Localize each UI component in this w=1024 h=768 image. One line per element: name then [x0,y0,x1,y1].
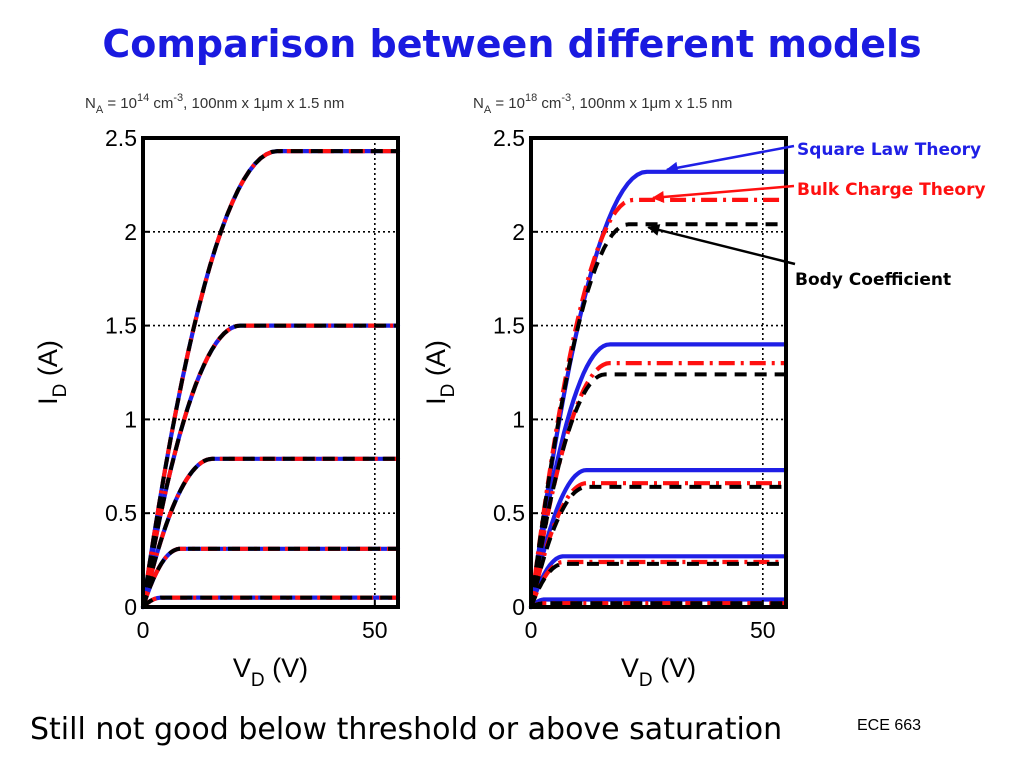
curve-body-coefficient-2 [141,546,398,608]
annotation-arrow [651,184,795,203]
course-code: ECE 663 [857,717,922,734]
annotation-bulk-charge: Bulk Charge Theory [651,180,986,203]
curve-bulk-charge-5 [528,197,786,608]
curve-bulk-charge-3 [140,456,398,608]
curve-body-coefficient-3 [141,456,398,608]
annotation-label: Square Law Theory [797,140,981,160]
curve-square-law-3 [140,456,401,610]
curve-square-law-4 [528,342,789,610]
annotation-label: Bulk Charge Theory [797,180,986,200]
y-tick-label: 2 [512,219,525,245]
curve-bulk-charge-4 [140,323,398,608]
chart-panel-2: NA = 1018 cm-3, 100nm x 1μm x 1.5 nm 0 0.5… [421,92,789,691]
y-tick-label: 2.5 [493,125,525,151]
y-tick-label: 2.5 [105,125,137,151]
x-tick-label: 0 [525,617,538,643]
y-tick-label: 0.5 [493,500,525,526]
chart-subtitle: NA = 1018 cm-3, 100nm x 1μm x 1.5 nm [473,92,732,116]
annotation-label: Body Coefficient [795,270,951,290]
curve-body-coefficient-5 [141,149,398,608]
slide-title: Comparison between different models [102,22,922,66]
y-tick-label: 0.5 [105,500,137,526]
chart-subtitle: NA = 1014 cm-3, 100nm x 1μm x 1.5 nm [85,92,344,116]
x-tick-label: 50 [362,617,388,643]
curve-body-coefficient-3 [529,484,786,608]
y-tick-label: 1.5 [493,313,525,339]
y-tick-label: 2 [124,219,137,245]
curve-square-law-5 [528,169,789,610]
plot-frame [529,136,788,609]
x-tick-label: 50 [750,617,776,643]
annotation-arrow [665,144,795,174]
y-tick-label: 1 [512,406,525,432]
curve-bulk-charge-3 [528,481,786,608]
slide-footer-note: Still not good below threshold or above … [30,712,783,747]
chart-panel-1: NA = 1014 cm-3, 100nm x 1μm x 1.5 nm 0 0.5… [33,92,401,691]
curve-square-law-4 [140,323,401,610]
annotation-arrow [647,224,796,266]
curve-square-law-3 [528,468,789,610]
curve-body-coefficient-5 [529,222,786,608]
x-axis-label: VD (V) [621,653,696,691]
y-tick-label: 0 [512,594,525,620]
annotation-square-law: Square Law Theory [665,140,981,174]
curve-bulk-charge-4 [528,361,786,608]
curve-body-coefficient-4 [141,323,398,608]
x-tick-label: 0 [137,617,150,643]
y-axis-label: ID (A) [33,340,71,405]
annotation-body-coefficient: Body Coefficient [647,224,951,290]
curve-bulk-charge-2 [529,559,786,608]
curve-body-coefficient-1 [141,595,398,609]
y-tick-label: 1.5 [105,313,137,339]
curve-body-coefficient-4 [529,372,786,608]
y-tick-label: 0 [124,594,137,620]
plot-frame [141,136,400,609]
y-axis-label: ID (A) [421,340,459,405]
y-tick-label: 1 [124,406,137,432]
curve-square-law-2 [528,554,789,610]
x-axis-label: VD (V) [233,653,308,691]
